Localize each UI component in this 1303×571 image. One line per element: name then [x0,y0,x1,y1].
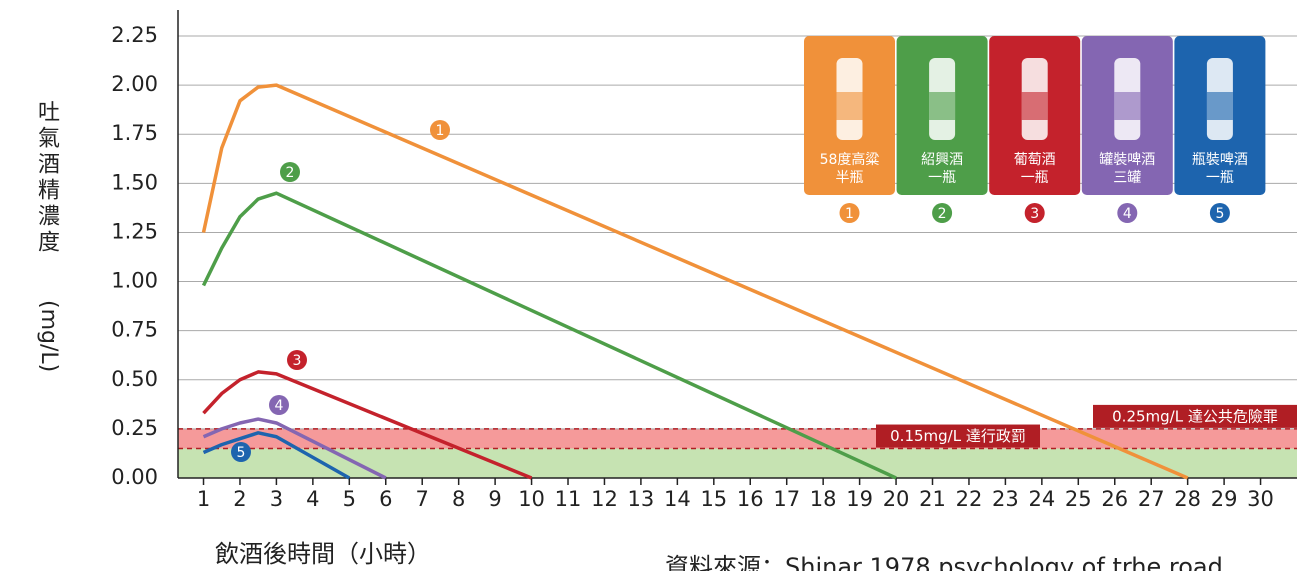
threshold-label-box [1093,404,1297,428]
series-line [202,417,387,480]
x-tick-label: 28 [1174,487,1201,511]
x-tick-label: 4 [306,487,319,511]
legend-marker-label: 4 [1123,206,1132,222]
x-tick-label: 16 [737,487,764,511]
legend-icon-label [836,92,863,120]
legend-label: 紹興酒一瓶 [921,152,963,186]
legend-marker-label: 3 [1030,206,1039,222]
x-tick-label: 19 [846,487,873,511]
threshold-band [178,448,1297,478]
series-marker [269,395,289,415]
series-marker [287,350,307,370]
legend-marker-label: 5 [1215,206,1224,222]
x-tick-label: 2 [233,487,246,511]
y-tick-label: 1.50 [111,170,158,194]
y-tick-label: 0.50 [111,367,158,391]
x-tick-label: 27 [1138,487,1165,511]
y-tick-label: 2.25 [111,23,158,47]
legend-label: 罐裝啤酒三罐 [1099,152,1155,186]
series-marker-label: 2 [286,165,295,181]
x-tick-label: 18 [810,487,837,511]
x-tick-label: 12 [591,487,618,511]
legend-marker [932,203,953,223]
threshold-band [178,428,1297,449]
x-tick-label: 6 [379,487,392,511]
y-tick-label: 2.00 [111,72,158,96]
x-tick-label: 25 [1065,487,1092,511]
x-axis-label: 飲酒後時間（小時） [215,540,431,568]
x-tick-label: 24 [1028,487,1055,511]
x-tick-label: 17 [773,487,800,511]
legend-marker [839,203,860,223]
x-tick-label: 29 [1211,487,1238,511]
threshold-label-box [876,424,1040,448]
y-axis-unit: (mg/L) [36,300,61,373]
x-tick-label: 23 [992,487,1019,511]
series-marker [231,442,251,462]
x-tick-label: 30 [1247,487,1274,511]
x-tick-label: 20 [883,487,910,511]
series-line [202,431,351,480]
legend-icon-label [1114,92,1141,120]
x-tick-label: 13 [628,487,655,511]
legend-label: 瓶裝啤酒一瓶 [1192,152,1248,186]
x-tick-label: 11 [555,487,582,511]
y-tick-label: 1.25 [111,219,158,243]
legend-marker [1117,203,1138,223]
series-line [201,191,897,480]
x-tick-label: 26 [1101,487,1128,511]
y-axis-label: 吐氣酒精濃度 [34,100,59,256]
y-tick-label: 0.00 [111,465,158,489]
series-marker-label: 1 [436,123,445,139]
series-line [202,370,533,480]
x-tick-label: 5 [343,487,356,511]
x-tick-label: 15 [700,487,727,511]
series-marker-label: 4 [275,398,284,414]
series-marker-label: 3 [293,353,302,369]
threshold-label: 0.25mg/L 達公共危險罪 [1112,407,1278,425]
series-marker-label: 5 [237,445,246,461]
legend-marker [1024,203,1045,223]
legend-icon-label [1206,92,1233,120]
y-tick-label: 1.00 [111,269,158,293]
x-tick-label: 9 [488,487,501,511]
y-tick-label: 0.75 [111,318,158,342]
x-tick-label: 22 [956,487,983,511]
series-marker [280,162,300,182]
x-tick-label: 10 [518,487,545,511]
source-note: 資料來源：Shinar 1978 psychology of trhe road [665,553,1223,571]
legend-label: 58度高粱半瓶 [820,151,880,186]
x-tick-label: 3 [270,487,283,511]
x-tick-label: 21 [919,487,946,511]
legend-label: 葡萄酒一瓶 [1014,152,1056,186]
legend-marker-label: 1 [845,206,854,222]
x-tick-label: 8 [452,487,465,511]
x-tick-label: 7 [416,487,429,511]
y-tick-label: 1.75 [111,121,158,145]
legend-icon-label [1021,92,1048,120]
legend-icon-label [929,92,956,120]
series-marker [430,120,450,140]
x-tick-label: 14 [664,487,691,511]
threshold-label: 0.15mg/L 達行政罰 [890,427,1026,445]
series-line [201,83,1189,480]
legend-marker-label: 2 [938,206,947,222]
y-tick-label: 0.25 [111,416,158,440]
legend-marker [1209,203,1230,223]
x-tick-label: 1 [197,487,210,511]
